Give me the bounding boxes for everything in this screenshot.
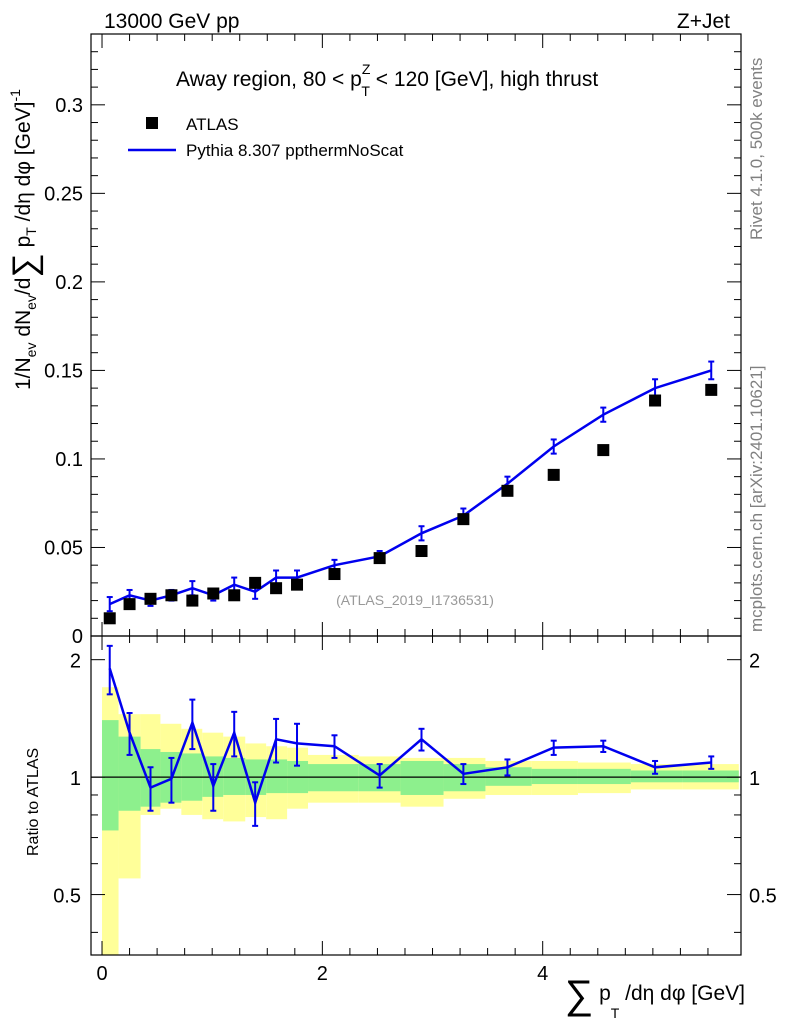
ratio-band-inner	[266, 759, 288, 794]
ratio-x-tick-label: 2	[317, 963, 328, 985]
atlas-data-point	[186, 594, 199, 607]
atlas-data-point	[705, 383, 718, 396]
main-y-tick-label: 0	[72, 626, 83, 648]
legend-atlas-marker	[146, 117, 158, 129]
main-y-tick-label: 0.25	[44, 183, 83, 205]
main-y-label: 1/Nev dNev/d∑ pT /dη dφ [GeV]-1	[6, 89, 44, 390]
atlas-data-point	[597, 444, 610, 457]
main-series	[103, 360, 718, 625]
main-y-tick-label: 0.3	[55, 95, 83, 117]
atlas-data-point	[165, 589, 178, 602]
ratio-band-inner	[102, 720, 119, 831]
header-process: Z+Jet	[677, 10, 730, 33]
mcplots-label: mcplots.cern.ch [arXiv:2401.10621]	[747, 366, 766, 632]
atlas-data-point	[328, 568, 341, 581]
ratio-band-inner	[400, 760, 444, 795]
main-title: Away region, 80 < pZ T < 120 [GeV], high …	[176, 61, 598, 99]
atlas-data-point	[207, 587, 220, 600]
atlas-data-point	[501, 484, 514, 497]
ratio-band-inner	[118, 736, 141, 811]
header-collision: 13000 GeV pp	[104, 10, 239, 33]
ratio-y-tick-label: 0.5	[53, 886, 81, 908]
atlas-data-point	[270, 582, 283, 595]
legend-mc-label: Pythia 8.307 ppthermNoScat	[186, 141, 404, 160]
main-y-tick-label: 0.1	[55, 449, 83, 471]
atlas-data-point	[103, 612, 116, 625]
ratio-y-tick-label-right: 1	[749, 768, 760, 790]
ratio-uncertainty-bands	[102, 687, 739, 955]
ratio-y-tick-label-right: 0.5	[749, 886, 777, 908]
ratio-y-tick-label: 1	[70, 768, 81, 790]
legend-atlas-label: ATLAS	[186, 115, 239, 134]
main-y-tick-label: 0.05	[44, 537, 83, 559]
ratio-x-tick-label: 4	[537, 963, 548, 985]
atlas-data-point	[228, 589, 241, 602]
ratio-x-label: ∑ pT /dη dφ [GeV]	[565, 973, 745, 1021]
atlas-data-point	[291, 578, 304, 591]
atlas-data-point	[249, 576, 262, 589]
ratio-y-label: Ratio to ATLAS	[25, 748, 42, 856]
ratio-panel: 0.5 0.5 1 1 2 2 0 2 4 Ratio to ATLAS ∑ pT /dη dφ…	[25, 635, 777, 1021]
ratio-plot-frame	[90, 635, 742, 956]
atlas-data-point	[373, 552, 386, 565]
main-y-tick-label: 0.2	[55, 272, 83, 294]
ratio-axes: 0.5 0.5 1 1 2 2 0 2 4	[53, 636, 777, 985]
ratio-band-inner	[682, 770, 739, 783]
ratio-band-inner	[531, 768, 578, 785]
main-watermark: (ATLAS_2019_I1736531)	[336, 592, 494, 608]
main-axes: 0 0.05 0.1 0.15 0.2 0.25 0.3	[44, 33, 741, 648]
atlas-data-point	[123, 598, 136, 611]
atlas-data-point	[415, 545, 428, 558]
atlas-data-point	[547, 468, 560, 481]
ratio-x-tick-label: 0	[96, 963, 107, 985]
atlas-data-point	[457, 513, 470, 526]
ratio-y-tick-label-right: 2	[749, 651, 760, 673]
atlas-data-point	[144, 592, 157, 605]
mc-line	[109, 369, 712, 606]
rivet-label: Rivet 4.1.0, 500k events	[747, 58, 766, 240]
ratio-band-inner	[630, 770, 683, 783]
ratio-band-inner	[223, 757, 246, 795]
ratio-series	[106, 644, 715, 827]
main-y-tick-label: 0.15	[44, 360, 83, 382]
ratio-band-inner	[577, 768, 631, 785]
ratio-y-tick-label: 2	[70, 651, 81, 673]
main-panel: 0 0.05 0.1 0.15 0.2 0.25 0.3 Away region, 80 <…	[6, 33, 742, 648]
atlas-data-point	[649, 394, 662, 407]
